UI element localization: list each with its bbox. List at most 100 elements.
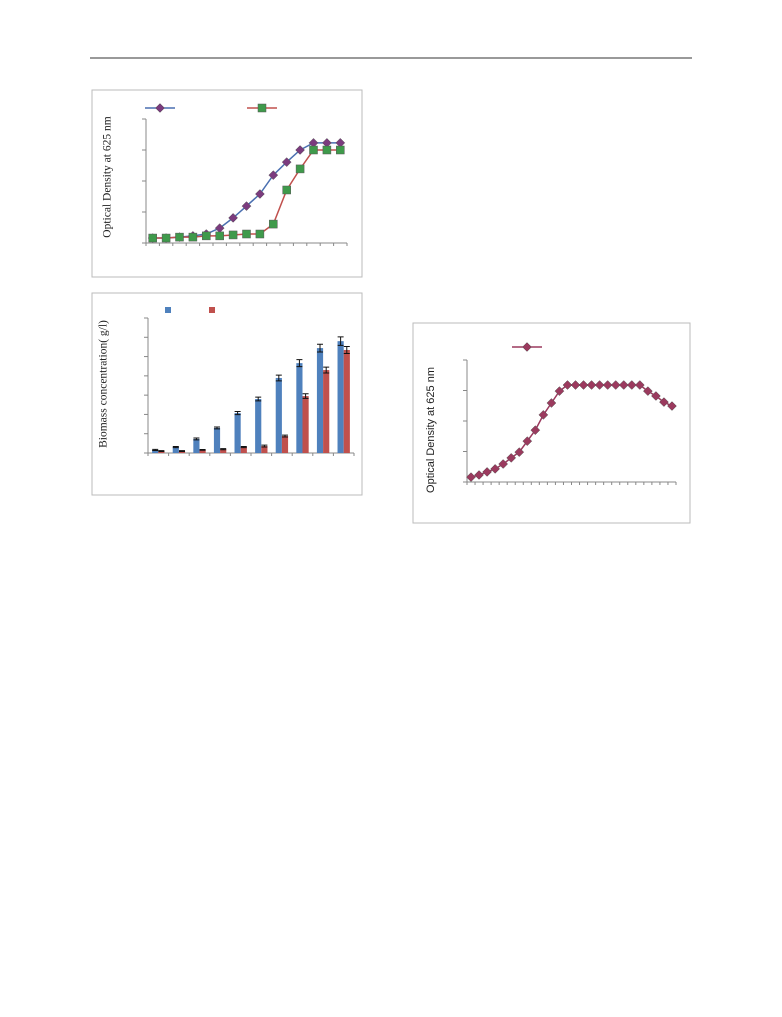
marker: [562, 380, 573, 390]
chart-frame: [412, 322, 691, 524]
marker: [498, 459, 509, 469]
y-axis-label: Optical Density at 625 nm: [102, 116, 114, 237]
marker: [474, 470, 484, 480]
bar: [193, 438, 200, 453]
marker: [490, 464, 500, 474]
marker: [228, 230, 238, 240]
marker: [659, 397, 669, 407]
marker: [309, 145, 318, 155]
legend-swatch-marker: [522, 342, 532, 352]
legend-swatch: [209, 307, 215, 313]
marker: [282, 185, 291, 195]
marker: [514, 447, 525, 457]
marker: [554, 386, 565, 396]
chart-frame: [91, 292, 363, 496]
marker: [610, 380, 621, 390]
marker: [506, 453, 517, 463]
marker: [148, 233, 157, 243]
bar: [323, 370, 330, 453]
marker: [161, 233, 171, 243]
error-bar: [281, 434, 288, 438]
bar: [261, 446, 268, 453]
bar: [152, 449, 159, 453]
error-bar: [152, 448, 159, 451]
legend-swatch: [165, 307, 171, 313]
marker: [522, 436, 533, 446]
bar: [213, 427, 221, 453]
marker: [241, 201, 252, 211]
y-axis-label: Biomass concentration( g/l): [98, 320, 110, 448]
marker: [269, 219, 278, 229]
error-bar: [255, 396, 262, 402]
marker: [295, 145, 305, 155]
bar: [178, 451, 186, 453]
bar: [296, 363, 303, 453]
marker: [202, 231, 211, 241]
error-bar: [317, 343, 324, 353]
error-bar: [178, 450, 185, 452]
error-bar: [343, 346, 350, 354]
bar: [316, 348, 324, 453]
error-bar: [261, 444, 268, 448]
error-bar: [337, 336, 344, 346]
marker: [634, 380, 645, 390]
marker: [242, 229, 251, 239]
error-bar: [275, 374, 282, 382]
bar: [172, 447, 179, 453]
marker: [618, 380, 629, 390]
marker: [175, 232, 184, 242]
marker: [643, 386, 653, 396]
marker: [530, 425, 541, 436]
marker: [255, 229, 265, 239]
marker: [268, 170, 279, 180]
marker: [322, 145, 332, 155]
marker: [546, 398, 557, 408]
bar: [158, 451, 165, 453]
marker: [667, 401, 677, 411]
error-bar: [234, 411, 241, 416]
bar: [220, 449, 227, 453]
marker: [295, 164, 305, 174]
marker: [594, 380, 605, 390]
bar: [343, 350, 350, 453]
marker: [336, 145, 345, 155]
marker: [602, 380, 613, 390]
error-bar: [323, 366, 330, 374]
series-line: [152, 142, 341, 239]
marker: [188, 232, 198, 242]
marker: [570, 380, 581, 390]
bar: [302, 396, 309, 453]
bar: [199, 449, 206, 453]
marker: [228, 213, 238, 223]
error-bar: [214, 426, 221, 430]
bar: [281, 436, 289, 453]
marker: [466, 472, 476, 482]
error-bar: [158, 450, 165, 452]
marker: [578, 380, 589, 390]
legend-swatch-marker: [257, 103, 267, 113]
error-bar: [302, 393, 309, 399]
error-bar: [240, 445, 247, 449]
marker: [586, 380, 597, 390]
chart-frame: [91, 89, 363, 278]
error-bar: [193, 437, 200, 441]
error-bar: [199, 449, 206, 451]
bar: [255, 399, 262, 453]
marker: [215, 231, 224, 241]
error-bar: [296, 359, 303, 368]
marker: [255, 189, 265, 199]
series-line: [152, 149, 341, 239]
marker: [482, 467, 492, 477]
marker: [626, 380, 637, 390]
legend-swatch-marker: [155, 103, 165, 113]
y-axis-label: Optical Density at 625 nm: [425, 367, 437, 493]
marker: [538, 410, 549, 420]
marker: [651, 391, 661, 401]
error-bar: [172, 445, 179, 449]
error-bar: [220, 448, 227, 451]
bar: [234, 413, 241, 453]
marker: [281, 157, 292, 167]
bar: [240, 447, 247, 453]
